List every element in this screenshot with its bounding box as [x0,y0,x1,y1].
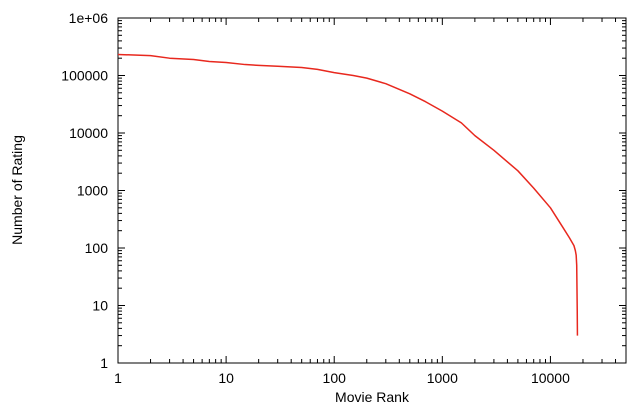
y-tick-label: 1e+06 [69,10,109,26]
x-tick-label: 10 [218,370,234,386]
series-line [117,53,579,336]
y-tick-label: 100 [85,240,109,256]
x-tick-label: 100 [323,370,347,386]
x-axis-title: Movie Rank [335,389,410,405]
x-tick-label: 10000 [531,370,570,386]
y-tick-label: 10 [92,298,108,314]
y-tick-label: 10000 [69,125,108,141]
x-axis: 1 10 100 1000 10000 [114,18,617,386]
series-layer [117,53,579,336]
x-tick-label: 1 [114,370,122,386]
y-axis-title: Number of Rating [9,135,25,245]
plot-frame [117,17,627,364]
y-tick-label: 100000 [61,68,108,84]
y-tick-label: 1000 [77,183,108,199]
y-axis: 1 10 100 1000 10000 100000 1e+06 [61,10,626,371]
x-tick-label: 1000 [427,370,458,386]
y-tick-label: 1 [100,355,108,371]
